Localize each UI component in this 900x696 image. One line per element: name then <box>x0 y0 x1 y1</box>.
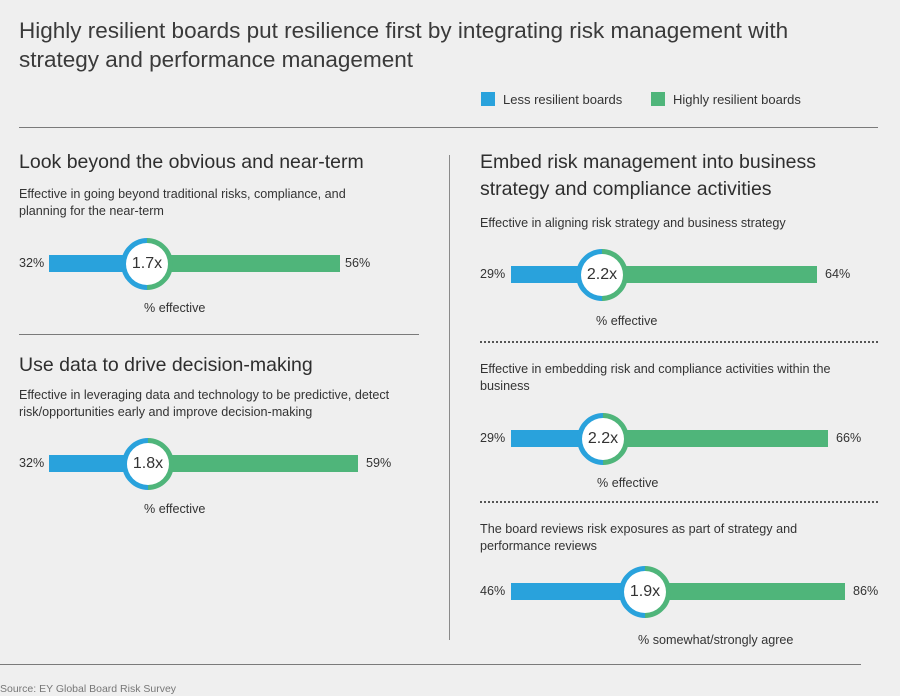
legend-label-high: Highly resilient boards <box>673 92 801 107</box>
caption: % effective <box>144 301 206 315</box>
section-title-use-data: Use data to drive decision-making <box>19 354 313 376</box>
ratio-label: 1.8x <box>132 455 164 472</box>
section-title-embed-risk: Embed risk management into business stra… <box>480 151 817 200</box>
value-label-less: 32% <box>19 256 45 270</box>
ratio-label: 1.7x <box>131 255 163 272</box>
value-label-less: 32% <box>19 456 45 470</box>
bar-highly-resilient <box>603 430 828 447</box>
section-title-look-beyond: Look beyond the obvious and near-term <box>19 151 364 173</box>
legend-swatch-less <box>481 92 495 106</box>
chart-title: Highly resilient boards put resilience f… <box>19 18 789 72</box>
top-divider <box>19 127 878 128</box>
value-label-high: 64% <box>825 267 851 281</box>
section-desc-look-beyond: Effective in going beyond traditional ri… <box>19 187 346 218</box>
ratio-label: 2.2x <box>586 266 618 283</box>
bar-highly-resilient <box>148 455 358 472</box>
value-label-less: 46% <box>480 584 506 598</box>
value-label-high: 56% <box>345 256 371 270</box>
left-section-divider <box>19 334 419 335</box>
value-label-high: 59% <box>366 456 392 470</box>
bar-highly-resilient <box>147 255 340 272</box>
bar-highly-resilient <box>602 266 817 283</box>
ratio-label: 2.2x <box>587 430 619 447</box>
caption: % somewhat/strongly agree <box>638 633 794 647</box>
source-note: Source: EY Global Board Risk Survey <box>0 683 177 695</box>
caption: % effective <box>596 314 658 328</box>
legend-item-less: Less resilient boards <box>481 92 622 107</box>
legend-swatch-high <box>651 92 665 106</box>
section-desc-use-data: Effective in leveraging data and technol… <box>19 388 390 419</box>
value-label-high: 86% <box>853 584 879 598</box>
chart-1-desc: Effective in aligning risk strategy and … <box>480 216 786 230</box>
dotted-divider-1 <box>480 341 878 343</box>
value-label-less: 29% <box>480 431 506 445</box>
legend-label-less: Less resilient boards <box>503 92 623 107</box>
value-label-high: 66% <box>836 431 862 445</box>
value-label-less: 29% <box>480 267 506 281</box>
caption: % effective <box>597 476 659 490</box>
legend-item-high: Highly resilient boards <box>651 92 801 107</box>
dotted-divider-2 <box>480 501 878 503</box>
ratio-label: 1.9x <box>629 583 661 600</box>
bar-highly-resilient <box>645 583 845 600</box>
chart-3-desc: The board reviews risk exposures as part… <box>480 522 798 553</box>
bottom-divider <box>0 664 861 665</box>
chart-2-desc: Effective in embedding risk and complian… <box>480 362 831 393</box>
caption: % effective <box>144 502 206 516</box>
bar-less-resilient <box>511 583 645 600</box>
column-divider <box>449 155 450 640</box>
